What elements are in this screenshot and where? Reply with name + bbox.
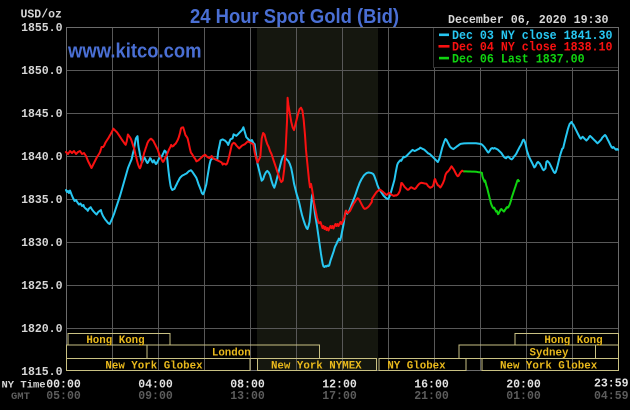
svg-text:New York Globex: New York Globex bbox=[500, 360, 598, 372]
svg-text:1820.0: 1820.0 bbox=[21, 323, 63, 336]
svg-text:NY Globex: NY Globex bbox=[387, 360, 446, 372]
svg-text:00:00: 00:00 bbox=[46, 379, 81, 392]
svg-text:Hong Kong: Hong Kong bbox=[544, 335, 602, 347]
svg-text:23:59: 23:59 bbox=[594, 377, 629, 390]
svg-text:Hong Kong: Hong Kong bbox=[86, 335, 144, 347]
svg-text:London: London bbox=[212, 348, 251, 360]
svg-text:08:00: 08:00 bbox=[230, 379, 265, 392]
svg-text:1830.0: 1830.0 bbox=[21, 237, 63, 250]
svg-text:Dec 03 NY close 1841.30: Dec 03 NY close 1841.30 bbox=[452, 28, 613, 43]
svg-text:1835.0: 1835.0 bbox=[21, 194, 63, 207]
svg-text:1840.0: 1840.0 bbox=[21, 151, 63, 164]
svg-text:04:00: 04:00 bbox=[138, 379, 173, 392]
svg-text:Sydney: Sydney bbox=[530, 348, 569, 360]
svg-text:01:00: 01:00 bbox=[506, 390, 541, 403]
svg-text:21:00: 21:00 bbox=[414, 390, 449, 403]
svg-text:09:00: 09:00 bbox=[138, 390, 173, 403]
svg-text:New York NYMEX: New York NYMEX bbox=[271, 360, 362, 372]
svg-text:04:59: 04:59 bbox=[594, 390, 629, 403]
svg-text:05:00: 05:00 bbox=[46, 390, 81, 403]
svg-text:16:00: 16:00 bbox=[414, 379, 449, 392]
svg-text:Dec 04 NY close 1838.10: Dec 04 NY close 1838.10 bbox=[452, 40, 613, 55]
svg-text:1855.0: 1855.0 bbox=[21, 22, 63, 35]
svg-text:20:00: 20:00 bbox=[506, 379, 541, 392]
svg-text:12:00: 12:00 bbox=[322, 379, 357, 392]
svg-text:24 Hour Spot Gold (Bid): 24 Hour Spot Gold (Bid) bbox=[190, 6, 399, 28]
svg-text:NY Time: NY Time bbox=[2, 380, 46, 392]
svg-text:www.kitco.com: www.kitco.com bbox=[67, 41, 201, 63]
svg-text:1845.0: 1845.0 bbox=[21, 108, 63, 121]
svg-text:1850.0: 1850.0 bbox=[21, 65, 63, 78]
svg-text:Dec 06 Last 1837.00: Dec 06 Last 1837.00 bbox=[452, 51, 585, 66]
svg-text:1815.0: 1815.0 bbox=[21, 366, 63, 379]
svg-text:17:00: 17:00 bbox=[322, 390, 357, 403]
svg-text:1825.0: 1825.0 bbox=[21, 280, 63, 293]
svg-text:13:00: 13:00 bbox=[230, 390, 265, 403]
svg-text:December 06, 2020 19:30: December 06, 2020 19:30 bbox=[448, 13, 609, 27]
svg-text:USD/oz: USD/oz bbox=[21, 9, 63, 22]
svg-text:New York Globex: New York Globex bbox=[105, 360, 203, 372]
svg-text:GMT: GMT bbox=[11, 391, 30, 403]
